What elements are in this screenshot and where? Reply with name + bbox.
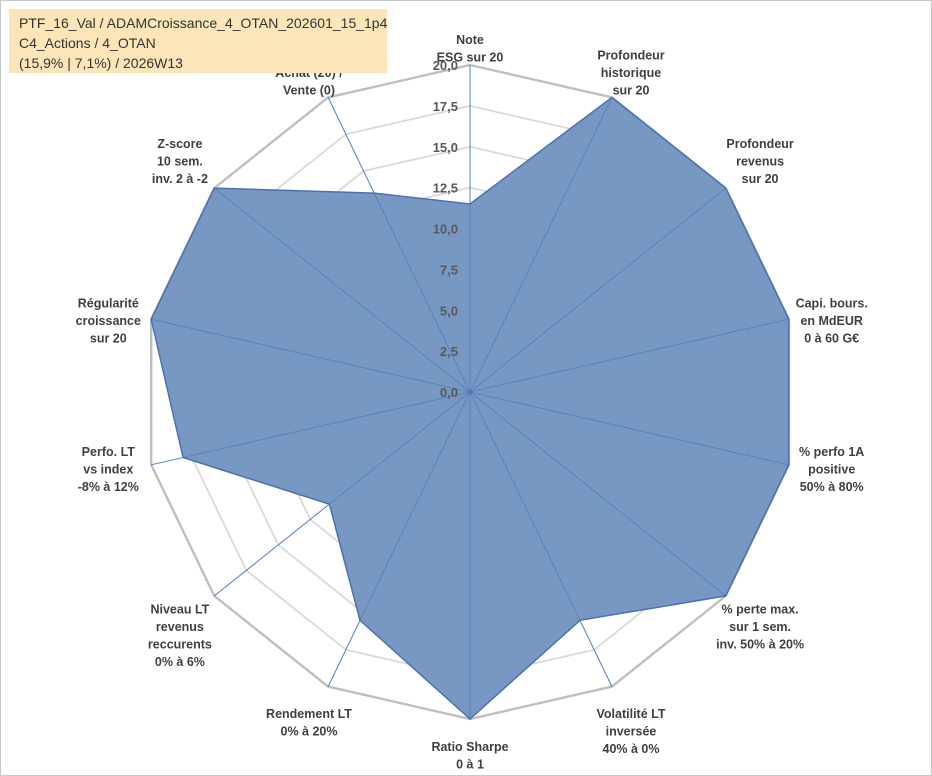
axis-label-4-line-2: 50% à 80% (800, 480, 864, 494)
axis-label-11-line-0: Régularité (78, 297, 139, 311)
axis-label-4-line-1: positive (808, 462, 855, 476)
series-spoke-8 (359, 391, 471, 621)
axis-label-8-line-1: 0% à 20% (281, 725, 338, 739)
axis-label-6-line-0: Volatilité LT (597, 707, 666, 721)
tick-label-2: 5,0 (440, 303, 458, 318)
series-spoke-5 (469, 391, 726, 597)
axis-label-10-line-2: -8% à 12% (78, 480, 139, 494)
axis-label-3-line-2: 0 à 60 G€ (804, 332, 859, 346)
axis-label-3-line-0: Capi. bours. (796, 297, 868, 311)
axis-label-0-line-0: Note (456, 33, 484, 47)
axis-label-7-line-0: Ratio Sharpe (431, 740, 508, 754)
axis-label-1-line-2: sur 20 (613, 84, 650, 98)
series-spoke-9 (329, 391, 471, 505)
axis-label-5-line-0: % perte max. (722, 603, 799, 617)
axis-labels: Note ESG sur 20 Profondeur historique sur 20… (76, 33, 868, 772)
tick-label-7: 17,5 (433, 99, 458, 114)
tick-label-4: 10,0 (433, 222, 458, 237)
axis-label-4-line-0: % perfo 1A (799, 445, 864, 459)
tick-label-1: 2,5 (440, 344, 458, 359)
axis-label-9-line-1: revenus (156, 620, 204, 634)
axis-label-11-line-2: sur 20 (90, 332, 127, 346)
axis-label-6-line-2: 40% à 0% (603, 742, 660, 756)
axis-label-9-line-0: Niveau LT (150, 603, 209, 617)
series-spoke-10 (183, 391, 471, 458)
axis-label-8-line-0: Rendement LT (266, 707, 352, 721)
axis-label-2-line-1: revenus (736, 154, 784, 168)
axis-label-10-line-1: vs index (83, 462, 133, 476)
tick-label-8: 20,0 (433, 58, 458, 73)
axis-label-13-line-2: Vente (0) (283, 84, 335, 98)
axis-label-1-line-1: historique (601, 66, 661, 80)
radar-series (150, 96, 790, 721)
axis-label-7-line-1: 0 à 1 (456, 758, 484, 772)
tick-label-0: 0,0 (440, 385, 458, 400)
axis-label-10-line-0: Perfo. LT (82, 445, 136, 459)
series-spoke-2 (469, 187, 726, 393)
radial-tick-labels: 0,0 2,5 5,0 7,5 10,0 12,5 15,0 17,5 20,0 (433, 58, 458, 400)
tick-label-6: 15,0 (433, 140, 458, 155)
axis-label-5-line-2: inv. 50% à 20% (716, 638, 804, 652)
info-line-portfolio: PTF_16_Val / ADAMCroissance_4_OTAN_20260… (19, 15, 388, 31)
axis-label-6-line-1: inversée (606, 725, 657, 739)
series-spoke-6 (469, 391, 581, 621)
info-box: PTF_16_Val / ADAMCroissance_4_OTAN_20260… (9, 9, 387, 73)
axis-label-9-line-3: 0% à 6% (155, 655, 205, 669)
axis-label-12-line-2: inv. 2 à -2 (152, 172, 208, 186)
series-spoke-4 (469, 391, 789, 466)
axis-label-2-line-2: sur 20 (742, 172, 779, 186)
tick-label-5: 12,5 (433, 181, 458, 196)
axis-label-9-line-2: reccurents (148, 638, 212, 652)
axis-label-5-line-1: sur 1 sem. (729, 620, 791, 634)
series-spoke-12 (214, 187, 471, 393)
tick-label-3: 7,5 (440, 262, 458, 277)
axis-label-11-line-1: croissance (76, 314, 141, 328)
info-line-category: C4_Actions / 4_OTAN (19, 35, 156, 51)
axis-label-12-line-0: Z-score (157, 137, 202, 151)
axis-label-1-line-0: Profondeur (597, 49, 664, 63)
series-spoke-13 (373, 192, 471, 393)
info-line-stats: (15,9% | 7,1%) / 2026W13 (19, 55, 183, 71)
series-spoke-11 (151, 318, 471, 393)
axis-label-12-line-1: 10 sem. (157, 154, 203, 168)
axis-label-0-line-1: ESG sur 20 (437, 51, 504, 65)
series-spoke-1 (469, 97, 613, 393)
axis-label-2-line-0: Profondeur (726, 137, 793, 151)
series-spoke-3 (469, 318, 789, 393)
axis-label-3-line-1: en MdEUR (800, 314, 863, 328)
